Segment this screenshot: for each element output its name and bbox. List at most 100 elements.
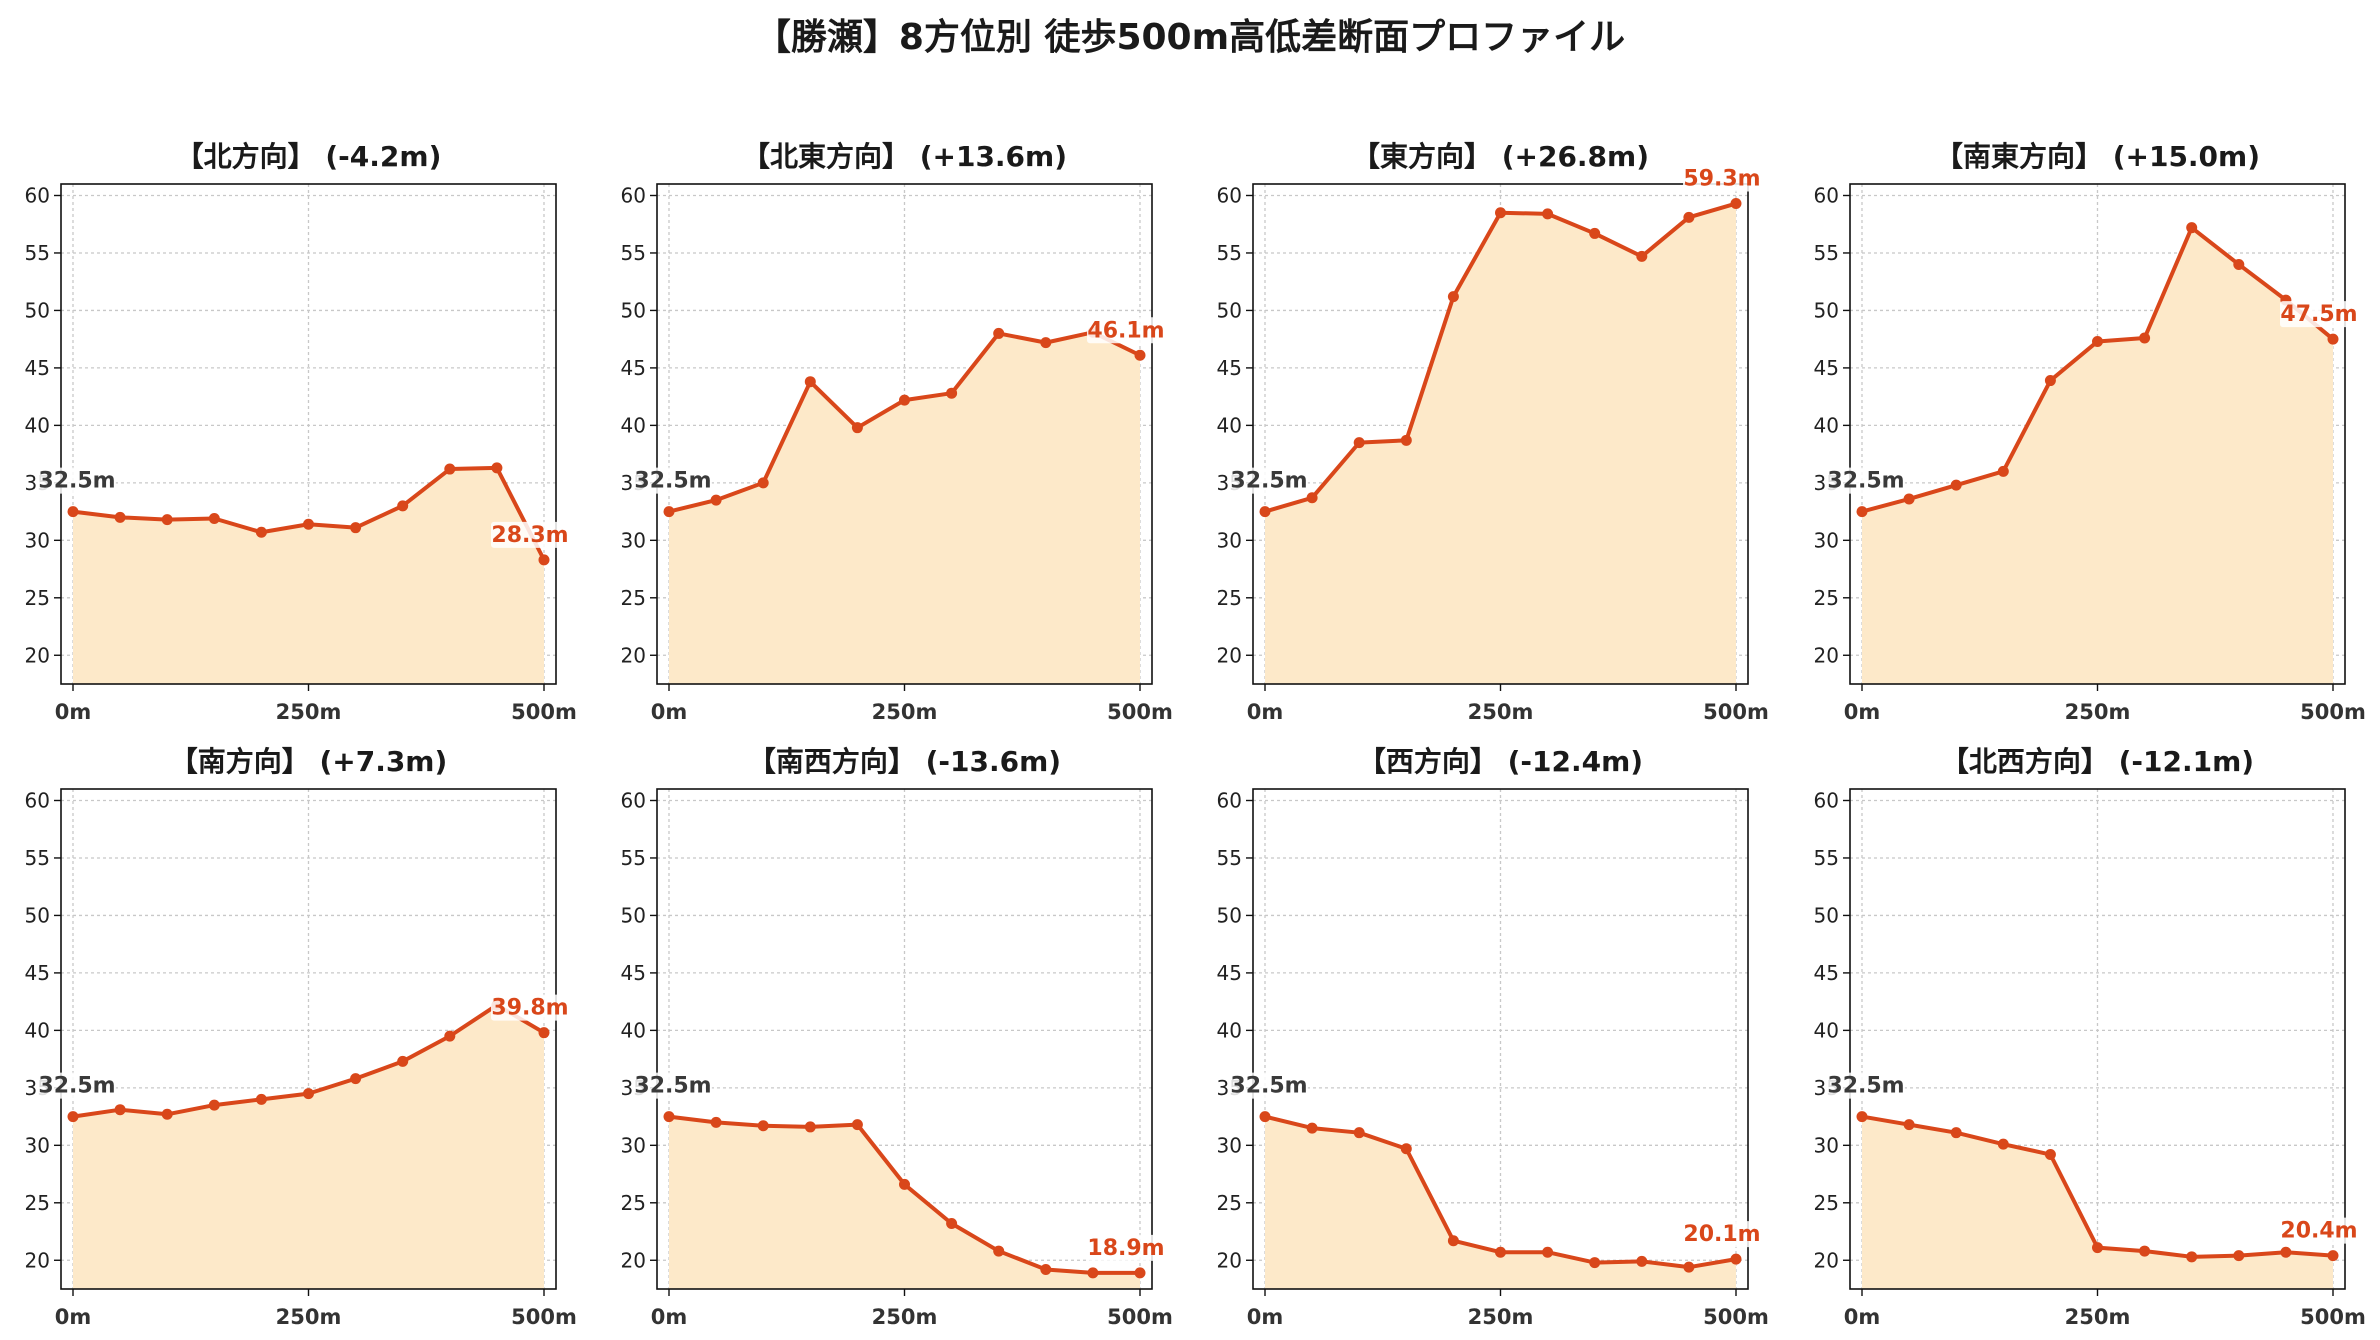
panel-title: 【南西方向】 (-13.6m) [748, 745, 1061, 778]
x-tick-label: 500m [511, 1305, 577, 1329]
start-elevation-label: 32.5m [1230, 469, 1307, 494]
end-elevation-label: 59.3m [1683, 167, 1760, 192]
data-point [710, 1116, 722, 1128]
x-tick-label: 250m [2065, 1305, 2131, 1329]
y-tick-label: 45 [25, 961, 50, 985]
data-point [1683, 1261, 1695, 1273]
data-point [2139, 332, 2151, 344]
data-point [1903, 1119, 1915, 1131]
y-tick-label: 50 [1814, 903, 1839, 927]
data-point [1447, 291, 1459, 303]
x-tick-label: 250m [2065, 700, 2131, 724]
y-tick-label: 60 [621, 183, 646, 207]
data-point [2092, 335, 2103, 347]
end-label-bg [491, 994, 569, 1021]
data-point [2139, 1245, 2151, 1257]
data-point [350, 1073, 362, 1085]
x-tick-label: 0m [55, 1305, 92, 1329]
x-tick-label: 500m [1703, 700, 1769, 724]
data-point [1495, 1246, 1506, 1258]
y-tick-label: 40 [621, 1018, 646, 1042]
y-tick-label: 60 [1217, 183, 1242, 207]
data-point [1134, 349, 1146, 361]
y-tick-label: 50 [621, 298, 646, 322]
data-point [1306, 492, 1318, 504]
data-point [993, 327, 1005, 339]
y-tick-label: 20 [621, 643, 646, 667]
data-point [1040, 1263, 1052, 1275]
data-point [114, 1104, 126, 1116]
y-tick-label: 45 [25, 356, 50, 380]
data-point [1542, 208, 1554, 220]
y-tick-label: 45 [1217, 356, 1242, 380]
elevation-area [73, 467, 544, 684]
start-elevation-label: 32.5m [38, 469, 115, 494]
x-tick-label: 500m [2300, 700, 2366, 724]
y-tick-label: 20 [1217, 1248, 1242, 1272]
y-tick-label: 55 [1814, 846, 1839, 870]
end-label-bg [1683, 1221, 1761, 1248]
y-tick-label: 25 [1217, 586, 1242, 610]
data-point [1353, 437, 1365, 449]
data-point [2044, 1149, 2056, 1161]
y-tick-label: 50 [1814, 298, 1839, 322]
end-label-bg [1683, 165, 1761, 192]
x-tick-label: 500m [511, 700, 577, 724]
start-label-bg [38, 467, 116, 494]
elevation-area [1265, 1116, 1736, 1289]
data-point [444, 463, 456, 475]
end-elevation-label: 18.9m [1087, 1236, 1164, 1261]
data-point [208, 512, 220, 524]
data-point [491, 462, 503, 474]
x-tick-label: 0m [651, 700, 688, 724]
end-label-bg [1087, 317, 1165, 344]
x-tick-label: 0m [1247, 700, 1284, 724]
y-tick-label: 30 [621, 1133, 646, 1157]
x-tick-label: 250m [1468, 1305, 1534, 1329]
data-point [2327, 333, 2339, 345]
y-tick-label: 30 [25, 528, 50, 552]
x-tick-label: 0m [1844, 1305, 1881, 1329]
y-tick-label: 45 [1814, 356, 1839, 380]
elevation-area [73, 1005, 544, 1289]
end-label-bg [1087, 1234, 1165, 1261]
data-point [350, 522, 362, 534]
data-point [899, 1178, 910, 1190]
elevation-area [669, 1116, 1140, 1289]
data-point [2233, 258, 2245, 270]
data-point [1353, 1127, 1365, 1139]
y-tick-label: 25 [621, 1191, 646, 1215]
start-label-bg [1230, 1072, 1308, 1099]
data-point [2186, 1251, 2198, 1263]
start-elevation-label: 32.5m [38, 1074, 115, 1099]
y-tick-label: 30 [1217, 1133, 1242, 1157]
data-point [899, 394, 910, 406]
y-tick-label: 30 [621, 528, 646, 552]
data-point [1542, 1246, 1554, 1258]
y-tick-label: 30 [25, 1133, 50, 1157]
data-point [1730, 1253, 1742, 1265]
data-point [161, 514, 173, 526]
y-tick-label: 50 [1217, 298, 1242, 322]
data-point [1134, 1267, 1146, 1279]
y-tick-label: 45 [621, 356, 646, 380]
data-point [1856, 1111, 1868, 1123]
y-tick-label: 20 [1217, 643, 1242, 667]
end-elevation-label: 20.1m [1683, 1222, 1760, 1247]
y-tick-label: 60 [25, 183, 50, 207]
data-point [804, 1121, 816, 1133]
x-tick-label: 250m [276, 700, 342, 724]
end-elevation-label: 39.8m [491, 996, 568, 1021]
x-tick-label: 500m [1703, 1305, 1769, 1329]
data-point [1683, 211, 1695, 223]
y-tick-label: 25 [25, 1191, 50, 1215]
y-tick-label: 60 [621, 788, 646, 812]
data-point [1950, 479, 1962, 491]
data-point [2233, 1250, 2245, 1262]
data-point [1259, 1111, 1271, 1123]
data-point [1400, 434, 1412, 446]
